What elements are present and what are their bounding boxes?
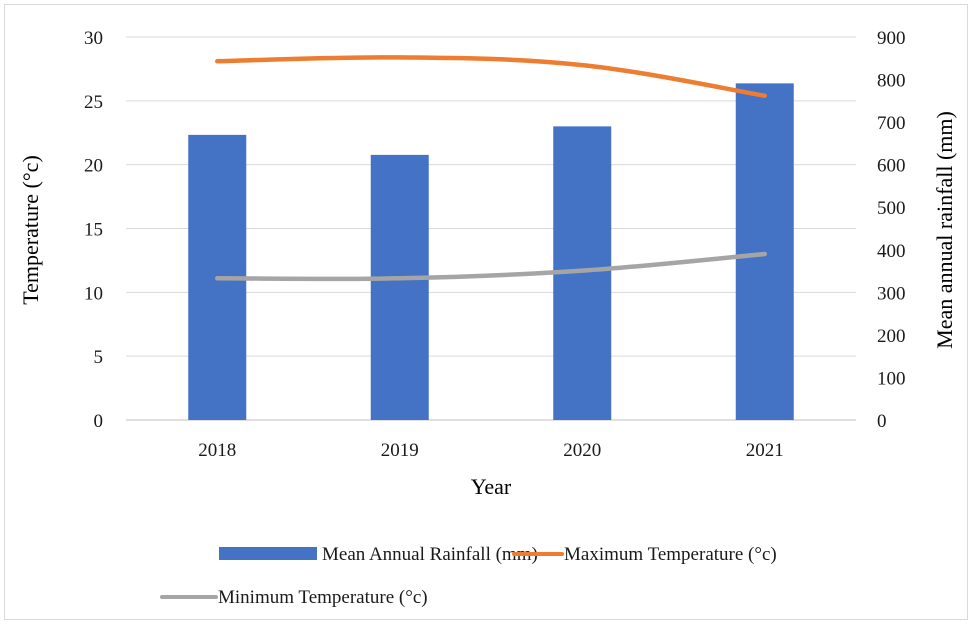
right-axis-title: Mean annual rainfall (mm)	[932, 111, 957, 349]
left-tick-label: 15	[84, 220, 103, 241]
right-tick-label: 800	[877, 71, 906, 92]
right-tick-label: 200	[877, 326, 906, 347]
min-temperature-line	[215, 251, 767, 282]
right-tick-label: 400	[877, 241, 906, 262]
gridlines	[126, 36, 856, 421]
left-tick-label: 30	[84, 28, 103, 49]
right-tick-label: 900	[877, 28, 906, 49]
rainfall-bar	[370, 154, 429, 420]
right-tick-label: 100	[877, 368, 906, 389]
max-temperature-line	[215, 55, 767, 98]
left-tick-label: 0	[94, 411, 104, 432]
left-tick-label: 5	[94, 347, 104, 368]
right-tick-label: 0	[877, 411, 887, 432]
left-tick-label: 10	[84, 283, 103, 304]
rainfall-bars	[188, 83, 794, 420]
x-tick-label: 2018	[198, 440, 236, 461]
right-tick-label: 300	[877, 283, 906, 304]
x-tick-label: 2020	[563, 440, 601, 461]
right-axis-ticks: 0 100 200 300 400 500 600 700 800 900	[877, 28, 906, 432]
left-tick-label: 20	[84, 156, 103, 177]
right-tick-label: 600	[877, 156, 906, 177]
legend: Mean Annual Rainfall (mm) Maximum Temper…	[160, 544, 777, 608]
left-axis-title: Temperature (°c)	[18, 155, 43, 305]
x-tick-label: 2021	[746, 440, 784, 461]
left-axis-ticks: 0 5 10 15 20 25 30	[84, 28, 103, 432]
legend-label-rainfall: Mean Annual Rainfall (mm)	[322, 544, 538, 565]
chart-frame	[4, 4, 968, 620]
x-tick-label: 2019	[381, 440, 419, 461]
rainfall-bar	[735, 83, 794, 420]
x-axis-title: Year	[471, 474, 512, 499]
legend-label-max-temp: Maximum Temperature (°c)	[564, 544, 777, 565]
temperature-lines	[215, 55, 767, 282]
left-tick-label: 25	[84, 92, 103, 113]
right-tick-label: 500	[877, 198, 906, 219]
right-tick-label: 700	[877, 113, 906, 134]
legend-swatch-rainfall	[219, 547, 317, 560]
legend-label-min-temp: Minimum Temperature (°c)	[218, 587, 428, 608]
x-axis-ticks: 2018 2019 2020 2021	[198, 440, 784, 461]
